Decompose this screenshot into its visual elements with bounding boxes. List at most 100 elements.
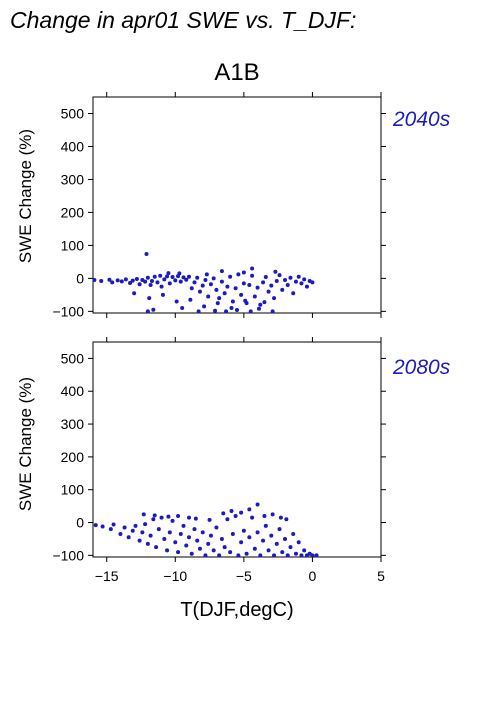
- data-point-2080s: [162, 536, 167, 541]
- data-point-2080s: [278, 515, 283, 520]
- data-point-2040s: [119, 279, 124, 284]
- y-tick-label-2080s: 100: [61, 482, 85, 498]
- data-point-2080s: [274, 541, 279, 546]
- data-point-2040s: [241, 281, 246, 286]
- data-point-2040s: [239, 292, 244, 297]
- data-point-2080s: [126, 535, 131, 540]
- data-point-2040s: [243, 298, 248, 303]
- data-point-2080s: [203, 553, 208, 558]
- y-tick-label-2080s: 300: [61, 416, 85, 432]
- x-tick-label: 0: [309, 568, 317, 584]
- data-point-2040s: [92, 278, 97, 283]
- data-point-2080s: [108, 527, 113, 532]
- data-point-2080s: [170, 518, 175, 523]
- data-point-2080s: [299, 553, 304, 558]
- data-point-2080s: [236, 553, 241, 558]
- data-point-2040s: [222, 291, 227, 296]
- data-point-2040s: [188, 297, 193, 302]
- data-point-2040s: [192, 280, 197, 285]
- plot-frame-2080s: [92, 341, 382, 558]
- data-point-2040s: [214, 287, 219, 292]
- data-point-2080s: [229, 509, 234, 514]
- data-point-2080s: [262, 513, 267, 518]
- data-point-2080s: [141, 512, 146, 517]
- data-point-2040s: [302, 277, 307, 282]
- data-point-2080s: [156, 527, 161, 532]
- data-point-2080s: [214, 525, 219, 530]
- data-point-2040s: [233, 286, 238, 291]
- data-point-2040s: [285, 282, 290, 287]
- data-point-2040s: [225, 284, 230, 289]
- y-tick-label-2040s: 300: [61, 171, 85, 187]
- data-point-2040s: [115, 278, 120, 283]
- data-point-2040s: [110, 280, 115, 285]
- data-point-2080s: [233, 513, 238, 518]
- x-tick-label: −5: [236, 568, 252, 584]
- data-point-2040s: [165, 274, 170, 279]
- data-point-2040s: [158, 273, 163, 278]
- figure-title: Change in apr01 SWE vs. T_DJF:: [10, 7, 356, 33]
- data-point-2080s: [310, 553, 315, 558]
- data-point-2040s: [144, 251, 149, 256]
- data-point-2040s: [166, 271, 171, 276]
- y-tick-label-2080s: 500: [61, 350, 85, 366]
- data-point-2080s: [184, 543, 189, 548]
- data-point-2080s: [244, 551, 249, 556]
- data-point-2040s: [269, 283, 274, 288]
- data-point-2040s: [123, 277, 128, 282]
- data-point-2040s: [145, 309, 150, 314]
- data-point-2080s: [291, 532, 296, 537]
- y-tick-label-2040s: 0: [76, 270, 84, 286]
- data-point-2040s: [170, 275, 175, 280]
- data-point-2080s: [255, 530, 260, 535]
- data-point-2040s: [291, 291, 296, 296]
- data-point-2080s: [151, 517, 156, 522]
- data-point-2040s: [277, 273, 282, 278]
- y-tick-label-2040s: 400: [61, 138, 85, 154]
- data-point-2080s: [219, 536, 224, 541]
- data-point-2040s: [195, 275, 200, 280]
- data-point-2040s: [132, 291, 137, 296]
- data-point-2080s: [239, 540, 244, 545]
- data-point-2040s: [273, 269, 278, 274]
- data-point-2040s: [247, 282, 252, 287]
- data-point-2080s: [272, 553, 277, 558]
- data-point-2080s: [137, 538, 142, 543]
- panel-label-2080s: 2080s: [392, 356, 451, 379]
- data-point-2040s: [159, 284, 164, 289]
- y-tick-label-2040s: 500: [61, 105, 85, 121]
- data-point-2040s: [202, 304, 207, 309]
- data-point-2080s: [159, 515, 164, 520]
- data-point-2080s: [221, 511, 226, 516]
- data-point-2040s: [299, 281, 304, 286]
- data-point-2080s: [145, 541, 150, 546]
- data-point-2040s: [99, 279, 104, 284]
- data-point-2040s: [128, 280, 133, 285]
- data-point-2080s: [247, 535, 252, 540]
- data-point-2040s: [208, 282, 213, 287]
- data-point-2080s: [241, 528, 246, 533]
- data-point-2040s: [280, 287, 285, 292]
- data-point-2040s: [263, 275, 268, 280]
- data-point-2080s: [230, 532, 235, 537]
- data-point-2080s: [314, 553, 319, 558]
- data-point-2080s: [133, 523, 138, 528]
- panel-label-2040s: 2040s: [392, 108, 451, 131]
- data-point-2080s: [189, 551, 194, 556]
- data-point-2080s: [122, 525, 127, 530]
- data-point-2080s: [154, 545, 159, 550]
- data-point-2080s: [176, 550, 181, 555]
- x-tick-label: −10: [163, 568, 187, 584]
- data-point-2080s: [208, 533, 213, 538]
- data-point-2080s: [269, 533, 274, 538]
- data-point-2080s: [200, 530, 205, 535]
- data-point-2040s: [151, 307, 156, 312]
- panel-2040s: 2040s SWE Change (%) −100 0 100 200 300 400 50…: [16, 92, 451, 319]
- y-tick-label-2040s: −100: [52, 303, 84, 319]
- data-point-2040s: [137, 282, 142, 287]
- data-point-2040s: [235, 308, 239, 313]
- data-point-2040s: [173, 278, 178, 283]
- data-point-2040s: [250, 266, 255, 271]
- data-point-2080s: [100, 524, 105, 529]
